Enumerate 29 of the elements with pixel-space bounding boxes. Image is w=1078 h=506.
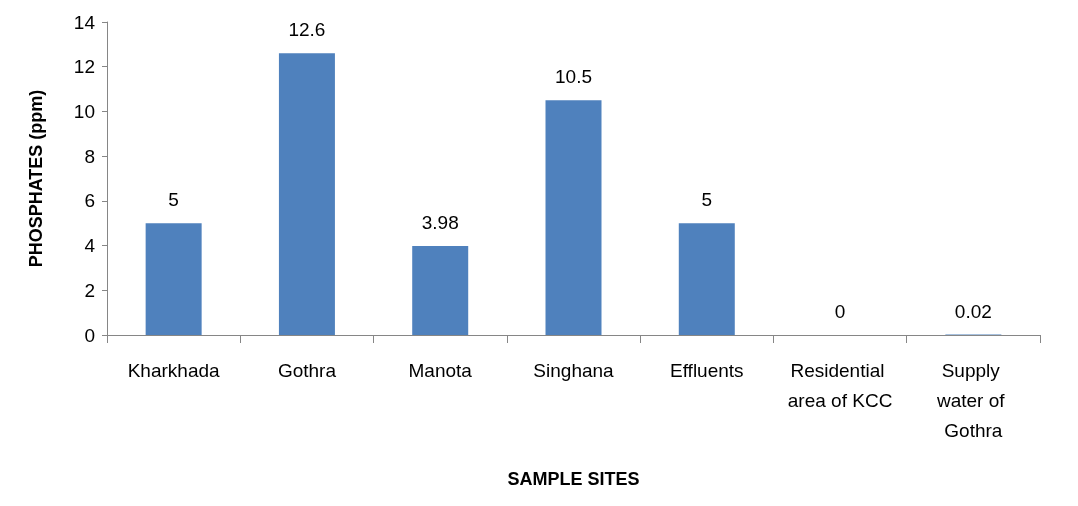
y-tick-label: 0 [84,324,95,346]
y-tick-label: 2 [84,279,95,301]
data-label: 5 [701,189,713,211]
x-tick-label: Singhana [533,359,615,381]
bar [678,223,735,335]
x-tick-label: Gothra [277,359,337,381]
y-tick-label: 12 [73,56,95,78]
x-axis-title: SAMPLE SITES [507,469,640,489]
y-axis-title: PHOSPHATES (ppm) [26,89,46,268]
bar [278,53,335,335]
x-tick-label: Manota [408,359,473,381]
y-tick-label: 8 [84,145,95,167]
bar [145,223,202,335]
data-label: 0.02 [954,300,992,322]
y-tick-label: 14 [73,11,96,33]
data-label: 0 [834,301,846,322]
x-tick-label: Effluents [669,359,744,381]
data-label: 5 [168,189,179,211]
x-tick-label: Supply water of Gothra [935,359,1010,441]
data-label: 10.5 [555,66,592,88]
data-label: 3.98 [421,212,459,234]
y-tick-label: 6 [84,190,95,212]
y-tick-label: 10 [73,100,95,122]
x-tick-label: Residential area of KCC [787,359,893,411]
data-label: 12.6 [288,19,326,41]
x-tick-label: Kharkhada [127,359,221,381]
bar [412,246,469,335]
bar [545,100,602,335]
y-tick-label: 4 [84,235,96,257]
